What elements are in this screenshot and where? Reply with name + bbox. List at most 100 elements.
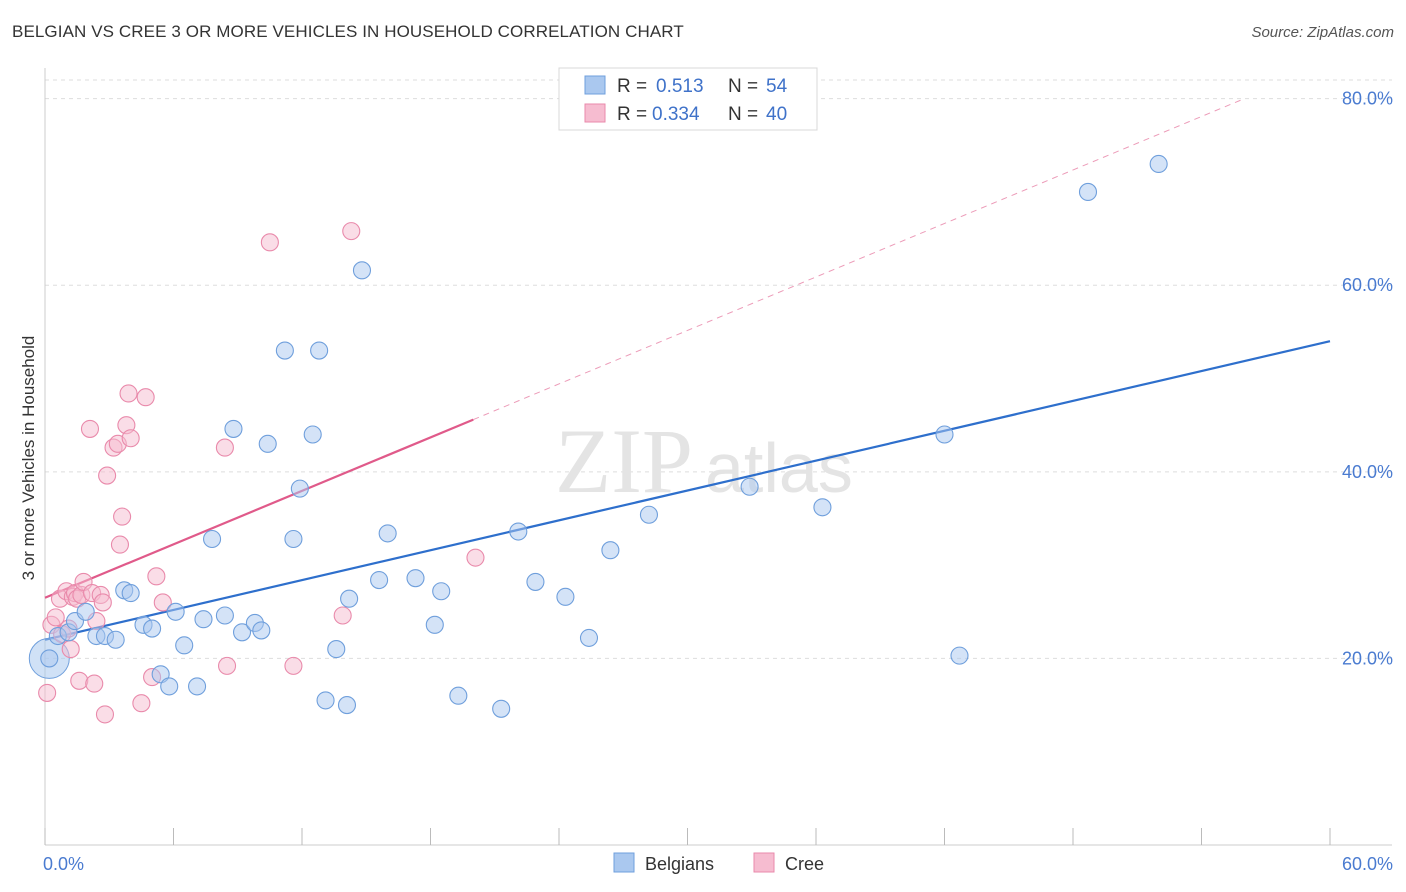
point-belgians-42 (509, 522, 528, 541)
point-belgians-7 (106, 630, 125, 649)
point-cree-35 (217, 656, 237, 675)
bottom-legend-swatch-belgians (613, 852, 635, 873)
point-cree-11 (70, 671, 89, 690)
point-cree-20 (95, 705, 115, 724)
point-belgians-30 (316, 691, 335, 710)
point-belgians-50 (935, 425, 954, 444)
legend-r-value-belgians: 0.513 (656, 76, 704, 97)
bottom-legend-label-cree: Cree (785, 854, 824, 874)
point-belgians-31 (327, 640, 346, 659)
y-tick-label-3: 80.0% (1342, 89, 1393, 109)
trend-extension-cree (473, 98, 1245, 421)
watermark-atlas: atlas (705, 429, 853, 507)
point-belgians-53 (1149, 154, 1168, 174)
point-belgians-14 (166, 602, 185, 621)
watermark: ZIP atlas (555, 410, 853, 512)
bottom-legend-label-belgians: Belgians (645, 854, 714, 874)
point-cree-7 (61, 640, 80, 659)
legend-swatch-cree (584, 103, 606, 123)
point-belgians-51 (950, 646, 969, 665)
point-belgians-43 (526, 572, 545, 591)
chart-title: BELGIAN VS CREE 3 OR MORE VEHICLES IN HO… (12, 22, 684, 41)
point-belgians-27 (290, 479, 309, 498)
point-cree-32 (147, 567, 166, 586)
point-belgians-45 (579, 628, 599, 647)
point-cree-14 (80, 419, 100, 438)
point-belgians-52 (1078, 182, 1098, 202)
point-belgians-9 (121, 584, 140, 603)
point-cree-16 (85, 674, 104, 693)
point-belgians-4 (76, 602, 95, 621)
point-belgians-29 (310, 341, 329, 360)
point-belgians-41 (492, 699, 511, 718)
point-cree-40 (466, 548, 485, 567)
point-belgians-16 (188, 677, 207, 696)
legend-r-label-cree: R = (617, 104, 647, 125)
point-belgians-13 (160, 677, 179, 696)
legend-r-label-belgians: R = (617, 76, 647, 97)
legend-n-value-cree: 40 (766, 104, 787, 125)
legend-r-value-cree: 0.334 (652, 104, 700, 125)
point-belgians-18 (203, 529, 222, 549)
point-belgians-21 (232, 623, 252, 642)
y-axis-label: 3 or more Vehicles in Household (19, 336, 38, 581)
point-cree-39 (342, 222, 361, 241)
x-tick-label-1: 60.0% (1342, 854, 1393, 874)
point-belgians-38 (425, 615, 444, 634)
point-belgians-37 (406, 569, 425, 588)
point-belgians-46 (601, 541, 620, 560)
axis-layer (44, 68, 1392, 846)
point-belgians-35 (370, 570, 389, 590)
point-belgians-34 (352, 261, 372, 280)
x-tick-label-0: 0.0% (43, 854, 84, 874)
point-cree-25 (110, 535, 130, 554)
point-cree-38 (333, 606, 352, 625)
grid-layer (45, 79, 1392, 659)
point-cree-29 (132, 694, 151, 713)
bottom-legend: Belgians Cree (613, 852, 824, 874)
point-cree-0 (38, 683, 57, 702)
point-cree-24 (113, 507, 132, 526)
point-belgians-19 (215, 606, 234, 625)
point-belgians-49 (813, 498, 832, 517)
point-belgians-36 (378, 524, 397, 543)
point-cree-34 (215, 438, 234, 457)
point-belgians-47 (639, 505, 659, 524)
point-belgians-28 (303, 425, 322, 444)
point-belgians-48 (740, 477, 759, 496)
bottom-legend-swatch-cree (753, 852, 775, 873)
point-cree-30 (136, 388, 155, 407)
point-belgians-23 (252, 621, 271, 640)
point-belgians-26 (284, 529, 303, 549)
y-tick-label-2: 60.0% (1342, 275, 1393, 295)
point-belgians-20 (224, 419, 243, 438)
trend-layer (44, 98, 1331, 641)
trend-line-belgians (44, 340, 1331, 641)
point-belgians-33 (340, 589, 359, 608)
point-cree-37 (284, 656, 303, 675)
legend-n-label-cree: N = (728, 104, 758, 125)
point-cree-2 (46, 608, 65, 627)
point-belgians-24 (258, 434, 277, 453)
watermark-zip: ZIP (555, 410, 693, 512)
point-belgians-25 (275, 341, 294, 360)
y-tick-label-1: 40.0% (1342, 462, 1393, 482)
source-label: Source: ZipAtlas.com (1251, 24, 1394, 41)
point-belgians-0 (40, 649, 59, 668)
point-cree-33 (153, 593, 172, 612)
legend-swatch-belgians (584, 75, 606, 95)
legend-n-value-belgians: 54 (766, 76, 788, 97)
point-cree-19 (93, 593, 112, 612)
legend: R = 0.513 N = 54 R = 0.334 N = 40 (558, 67, 818, 131)
point-belgians-11 (143, 619, 162, 638)
point-cree-36 (260, 233, 279, 252)
point-cree-21 (98, 466, 117, 485)
y-tick-label-0: 20.0% (1342, 648, 1393, 668)
point-cree-27 (119, 384, 138, 403)
points-layer (28, 154, 1168, 724)
point-belgians-15 (175, 636, 194, 655)
tick-labels: 20.0% 40.0% 60.0% 80.0% 0.0% 60.0% (43, 89, 1393, 874)
point-belgians-44 (556, 587, 575, 606)
point-cree-28 (121, 429, 140, 448)
